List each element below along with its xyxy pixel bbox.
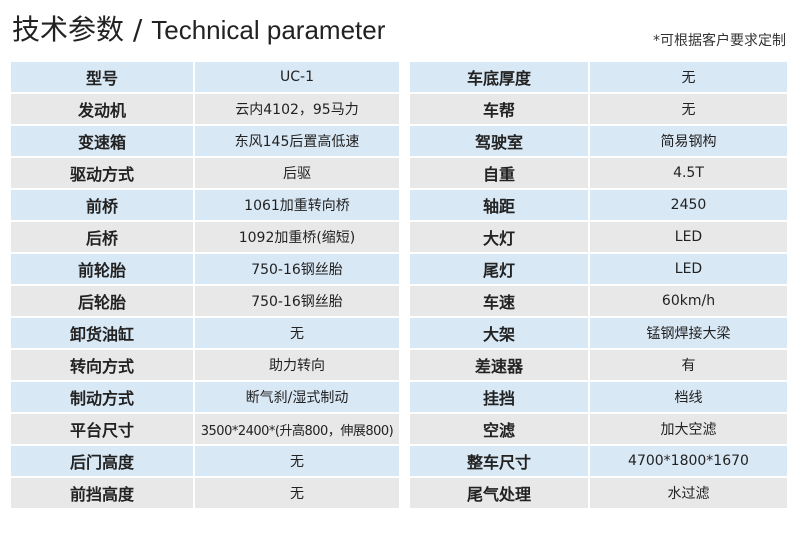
parameter-table-left: 型号 UC-1 发动机 云内4102，95马力 变速箱 东风145后置高低速 驱动方式 后驱前…	[9, 60, 401, 510]
param-label: 制动方式	[11, 382, 193, 412]
param-value: 锰钢焊接大梁	[590, 318, 787, 348]
table-row: 大架 锰钢焊接大梁	[410, 318, 787, 348]
table-row: 驱动方式 后驱	[11, 158, 399, 188]
table-row: 挂挡 档线	[410, 382, 787, 412]
table-row: 轴距 2450	[410, 190, 787, 220]
param-label: 驾驶室	[410, 126, 588, 156]
page-title: 技术参数 / Technical parameter	[12, 12, 385, 48]
table-row: 发动机 云内4102，95马力	[11, 94, 399, 124]
param-value: 无	[195, 446, 399, 476]
param-value: 无	[195, 478, 399, 508]
param-value: 4.5T	[590, 158, 787, 188]
param-label: 发动机	[11, 94, 193, 124]
table-row: 平台尺寸 3500*2400*(升高800，伸展800)	[11, 414, 399, 444]
param-label: 轴距	[410, 190, 588, 220]
param-value: 无	[195, 318, 399, 348]
param-value: 1092加重桥(缩短)	[195, 222, 399, 252]
param-value: LED	[590, 254, 787, 284]
param-value: UC-1	[195, 62, 399, 92]
param-value: 4700*1800*1670	[590, 446, 787, 476]
table-row: 变速箱 东风145后置高低速	[11, 126, 399, 156]
param-value: 3500*2400*(升高800，伸展800)	[195, 414, 399, 444]
param-value: 助力转向	[195, 350, 399, 380]
param-value: 云内4102，95马力	[195, 94, 399, 124]
param-label: 转向方式	[11, 350, 193, 380]
param-label: 型号	[11, 62, 193, 92]
param-value: 750-16钢丝胎	[195, 286, 399, 316]
param-label: 后轮胎	[11, 286, 193, 316]
param-label: 车底厚度	[410, 62, 588, 92]
param-label: 前桥	[11, 190, 193, 220]
param-value: 断气刹/湿式制动	[195, 382, 399, 412]
table-row: 卸货油缸无	[11, 318, 399, 348]
param-label: 平台尺寸	[11, 414, 193, 444]
param-value: 东风145后置高低速	[195, 126, 399, 156]
title-cn: 技术参数	[12, 13, 125, 46]
param-label: 驱动方式	[11, 158, 193, 188]
param-label: 前轮胎	[11, 254, 193, 284]
param-label: 尾灯	[410, 254, 588, 284]
param-label: 尾气处理	[410, 478, 588, 508]
param-value: LED	[590, 222, 787, 252]
table-row: 后门高度无	[11, 446, 399, 476]
param-label: 挂挡	[410, 382, 588, 412]
param-value: 加大空滤	[590, 414, 787, 444]
param-value: 简易钢构	[590, 126, 787, 156]
table-row: 后桥 1092加重桥(缩短)	[11, 222, 399, 252]
table-row: 尾气处理 水过滤	[410, 478, 787, 508]
table-row: 驾驶室 简易钢构	[410, 126, 787, 156]
param-label: 车帮	[410, 94, 588, 124]
table-row: 整车尺寸 4700*1800*1670	[410, 446, 787, 476]
param-value: 档线	[590, 382, 787, 412]
title-separator: /	[124, 13, 152, 46]
table-row: 制动方式 断气刹/湿式制动	[11, 382, 399, 412]
customization-note: *可根据客户要求定制	[653, 33, 786, 49]
parameter-table-right: 车底厚度无车帮无驾驶室 简易钢构 自重 4.5T 轴距 2450 大灯 LED 尾灯 LED 车速 6…	[408, 60, 789, 510]
param-label: 卸货油缸	[11, 318, 193, 348]
param-label: 后桥	[11, 222, 193, 252]
param-value: 无	[590, 94, 787, 124]
table-row: 前桥 1061加重转向桥	[11, 190, 399, 220]
param-value: 有	[590, 350, 787, 380]
title-en: Technical parameter	[151, 15, 386, 45]
table-row: 前轮胎 750-16钢丝胎	[11, 254, 399, 284]
table-row: 后轮胎 750-16钢丝胎	[11, 286, 399, 316]
table-row: 型号 UC-1	[11, 62, 399, 92]
param-label: 后门高度	[11, 446, 193, 476]
param-value: 后驱	[195, 158, 399, 188]
table-row: 前挡高度无	[11, 478, 399, 508]
param-value: 水过滤	[590, 478, 787, 508]
param-label: 大灯	[410, 222, 588, 252]
table-row: 车速 60km/h	[410, 286, 787, 316]
table-row: 差速器有	[410, 350, 787, 380]
table-row: 转向方式 助力转向	[11, 350, 399, 380]
table-row: 尾灯 LED	[410, 254, 787, 284]
param-value: 1061加重转向桥	[195, 190, 399, 220]
table-row: 大灯 LED	[410, 222, 787, 252]
param-label: 差速器	[410, 350, 588, 380]
param-label: 车速	[410, 286, 588, 316]
table-row: 空滤 加大空滤	[410, 414, 787, 444]
param-label: 整车尺寸	[410, 446, 588, 476]
param-label: 前挡高度	[11, 478, 193, 508]
param-value: 60km/h	[590, 286, 787, 316]
table-row: 车帮无	[410, 94, 787, 124]
param-label: 大架	[410, 318, 588, 348]
param-value: 2450	[590, 190, 787, 220]
param-value: 750-16钢丝胎	[195, 254, 399, 284]
table-row: 自重 4.5T	[410, 158, 787, 188]
param-label: 空滤	[410, 414, 588, 444]
table-row: 车底厚度无	[410, 62, 787, 92]
param-value: 无	[590, 62, 787, 92]
param-label: 自重	[410, 158, 588, 188]
param-label: 变速箱	[11, 126, 193, 156]
